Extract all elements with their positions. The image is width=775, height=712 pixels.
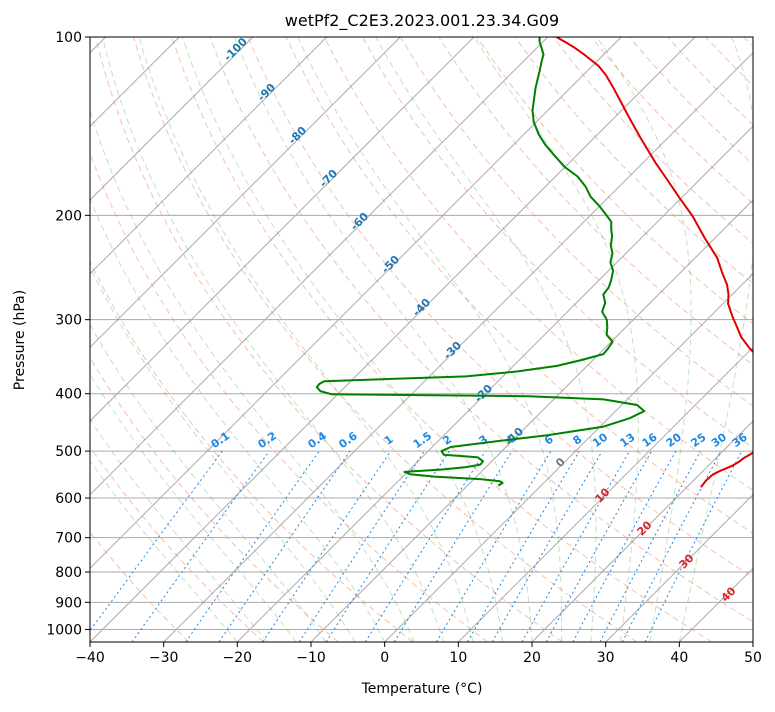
y-tick-label: 500 <box>55 444 82 460</box>
y-tick-label: 400 <box>55 387 82 403</box>
x-tick-label: 20 <box>523 650 541 666</box>
x-tick-label: 50 <box>744 650 762 666</box>
x-tick-label: 10 <box>449 650 467 666</box>
y-tick-label: 600 <box>55 491 82 507</box>
y-tick-label: 200 <box>55 208 82 224</box>
x-tick-label: 30 <box>597 650 615 666</box>
x-tick-label: −20 <box>223 650 253 666</box>
y-tick-label: 100 <box>55 30 82 46</box>
y-tick-label: 1000 <box>46 622 82 638</box>
x-tick-label: 0 <box>380 650 389 666</box>
isotherm <box>753 37 775 642</box>
x-tick-label: −10 <box>296 650 326 666</box>
y-tick-label: 300 <box>55 313 82 329</box>
y-tick-label: 800 <box>55 565 82 581</box>
y-tick-label: 900 <box>55 595 82 611</box>
x-tick-label: 40 <box>670 650 688 666</box>
y-axis-label: Pressure (hPa) <box>12 290 28 390</box>
x-tick-label: −30 <box>149 650 179 666</box>
chart-title: wetPf2_C2E3.2023.001.23.34.G09 <box>285 11 559 31</box>
x-axis-label: Temperature (°C) <box>361 681 483 697</box>
y-tick-label: 700 <box>55 531 82 547</box>
x-tick-label: −40 <box>75 650 105 666</box>
